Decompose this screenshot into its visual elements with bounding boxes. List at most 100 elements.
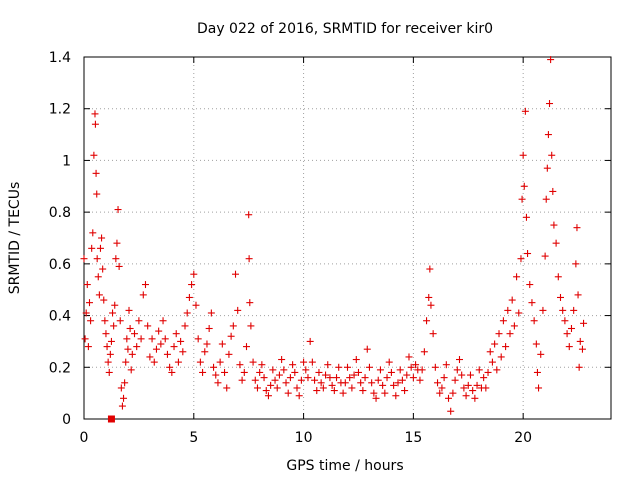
data-point	[328, 381, 336, 389]
data-point	[552, 239, 560, 247]
data-point	[262, 387, 270, 395]
y-tick-label: 1.2	[49, 102, 71, 118]
data-point	[370, 389, 378, 397]
data-points	[80, 56, 588, 423]
data-point	[383, 374, 391, 382]
data-point	[207, 309, 215, 317]
chart-title: Day 022 of 2016, SRMTID for receiver kir…	[197, 21, 493, 37]
data-point	[93, 255, 101, 263]
data-point	[541, 252, 549, 260]
data-point	[521, 107, 529, 115]
y-tick-label: 0.6	[49, 257, 71, 273]
data-point	[106, 350, 114, 358]
data-point	[308, 358, 316, 366]
data-point	[442, 361, 450, 369]
x-tick-label: 10	[295, 430, 313, 446]
data-point	[190, 270, 198, 278]
data-point	[513, 273, 521, 281]
data-point	[374, 376, 382, 384]
data-point	[172, 330, 180, 338]
data-point	[368, 379, 376, 387]
data-point	[117, 384, 125, 392]
data-point	[326, 374, 334, 382]
data-point	[297, 376, 305, 384]
data-point	[460, 384, 468, 392]
data-point	[300, 358, 308, 366]
data-point	[139, 291, 147, 299]
data-point	[267, 381, 275, 389]
data-point	[324, 361, 332, 369]
data-point	[322, 371, 330, 379]
data-point	[392, 392, 400, 400]
data-point	[418, 366, 426, 374]
data-point	[236, 361, 244, 369]
data-point	[304, 374, 312, 382]
data-point	[251, 376, 259, 384]
data-point	[361, 374, 369, 382]
data-point	[122, 358, 130, 366]
data-point	[291, 368, 299, 376]
data-point	[126, 325, 134, 332]
data-point	[315, 368, 323, 376]
data-point	[556, 293, 564, 301]
data-point	[427, 301, 435, 309]
data-point	[495, 330, 503, 338]
data-point	[256, 368, 264, 376]
axis-ticks: 0 5 10 15 20 0 0.2 0.4 0.6 0.8 1 1.2 1.4	[49, 50, 611, 446]
data-point	[91, 120, 99, 128]
data-point	[438, 384, 446, 392]
data-point	[246, 299, 254, 307]
data-point	[544, 131, 552, 139]
data-point	[387, 368, 395, 376]
data-point	[85, 299, 93, 307]
data-point	[381, 389, 389, 397]
x-tick-label: 5	[189, 430, 198, 446]
data-point	[519, 151, 527, 159]
data-point	[258, 361, 266, 369]
data-point	[549, 187, 557, 195]
data-point	[293, 384, 301, 392]
data-point	[573, 224, 581, 232]
data-point	[311, 376, 319, 384]
x-tick-label: 0	[80, 430, 89, 446]
data-point	[407, 363, 415, 371]
data-point	[137, 335, 145, 343]
data-point	[330, 387, 338, 395]
data-point	[82, 309, 90, 317]
data-point	[87, 317, 95, 325]
data-point	[159, 317, 167, 325]
grid	[84, 57, 611, 419]
data-point	[150, 358, 158, 366]
data-point	[493, 366, 501, 374]
data-point	[174, 358, 182, 366]
data-point	[88, 244, 96, 252]
data-point	[271, 376, 279, 384]
y-tick-label: 0	[62, 412, 71, 428]
data-point	[284, 389, 292, 397]
x-axis-label: GPS time / hours	[286, 458, 403, 474]
data-point	[205, 325, 213, 332]
data-point	[409, 374, 417, 382]
data-point	[502, 343, 510, 351]
data-point	[405, 353, 413, 361]
data-point	[234, 306, 242, 314]
data-point	[497, 353, 505, 361]
data-point	[152, 345, 160, 353]
data-point	[146, 353, 154, 361]
data-point	[580, 319, 588, 327]
data-point	[317, 379, 325, 387]
data-point	[565, 343, 573, 351]
data-point	[335, 363, 343, 371]
data-point	[539, 306, 547, 314]
data-point	[107, 337, 115, 345]
data-point	[504, 306, 512, 314]
data-point	[394, 379, 402, 387]
data-point	[547, 56, 555, 64]
y-tick-label: 0.8	[49, 205, 71, 221]
data-point	[486, 348, 494, 356]
data-point	[578, 345, 586, 353]
data-point	[423, 317, 431, 325]
data-point	[120, 394, 128, 402]
data-point	[491, 340, 499, 348]
data-point	[352, 356, 360, 364]
